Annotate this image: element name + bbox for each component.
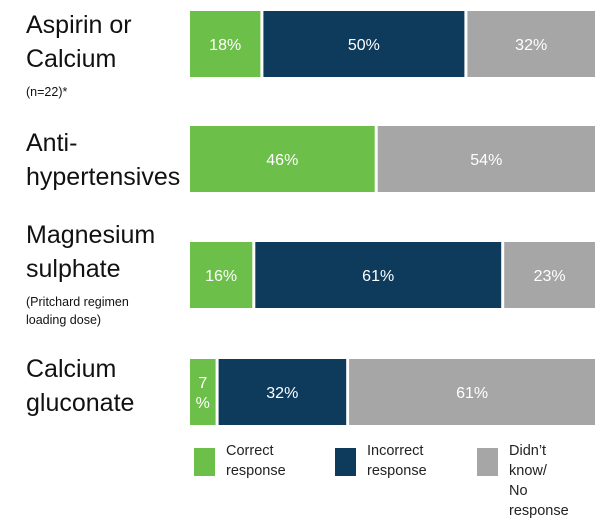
legend-swatch-no-response: [477, 448, 498, 476]
data-label-antihypertensives-no-response: 54%: [470, 152, 502, 169]
data-label-aspirin-calcium-correct: 18%: [209, 37, 241, 54]
data-label-magnesium-sulphate-incorrect: 61%: [362, 268, 394, 285]
data-label-calcium-gluconate-incorrect: 32%: [266, 385, 298, 402]
bar-antihypertensives-correct: [190, 126, 375, 192]
data-label-antihypertensives-correct: 46%: [266, 152, 298, 169]
data-label-aspirin-calcium-incorrect: 50%: [348, 37, 380, 54]
category-label-antihypertensives: Anti- hypertensives: [26, 129, 181, 191]
stacked-bar-chart: Aspirin or Calcium (n=22)* Anti- hyperte…: [26, 11, 595, 519]
bar-calcium-gluconate-correct: [190, 359, 216, 425]
bar-magnesium-sulphate-incorrect: [255, 242, 502, 308]
bar-calcium-gluconate-no-response: [349, 359, 595, 425]
category-label-calcium-gluconate: Calcium gluconate: [26, 355, 135, 417]
bar-magnesium-sulphate-no-response: [504, 242, 595, 308]
category-label-aspirin-calcium: Aspirin or Calcium: [26, 11, 132, 73]
legend-label-correct: Correct response: [226, 443, 286, 479]
legend-label-incorrect: Incorrect response: [367, 443, 427, 479]
data-label-aspirin-calcium-no-response: 32%: [515, 37, 547, 54]
bars-area: 18% 50% 32% 46% 54% 16% 61% 23% 7 % 32% 61%: [190, 11, 595, 425]
bar-calcium-gluconate-incorrect: [218, 359, 347, 425]
data-label-calcium-gluconate-correct: 7%: [196, 375, 210, 412]
bar-magnesium-sulphate-correct: [190, 242, 253, 308]
legend-label-no-response: Didn’t know/ No response: [509, 443, 569, 519]
data-label-magnesium-sulphate-no-response: 23%: [534, 268, 566, 285]
data-label-calcium-gluconate-no-response: 61%: [456, 385, 488, 402]
category-label-magnesium-sulphate: Magnesium sulphate: [26, 221, 156, 283]
bar-aspirin-calcium-correct: [190, 11, 261, 77]
bar-aspirin-calcium-no-response: [467, 11, 595, 77]
bar-antihypertensives-no-response: [377, 126, 595, 192]
legend-swatch-correct: [194, 448, 215, 476]
category-note-magnesium-sulphate: (Pritchard regimen loading dose): [26, 295, 129, 327]
category-note-aspirin-calcium: (n=22)*: [26, 85, 68, 99]
legend-swatch-incorrect: [335, 448, 356, 476]
data-label-magnesium-sulphate-correct: 16%: [205, 268, 237, 285]
bar-aspirin-calcium-incorrect: [263, 11, 465, 77]
